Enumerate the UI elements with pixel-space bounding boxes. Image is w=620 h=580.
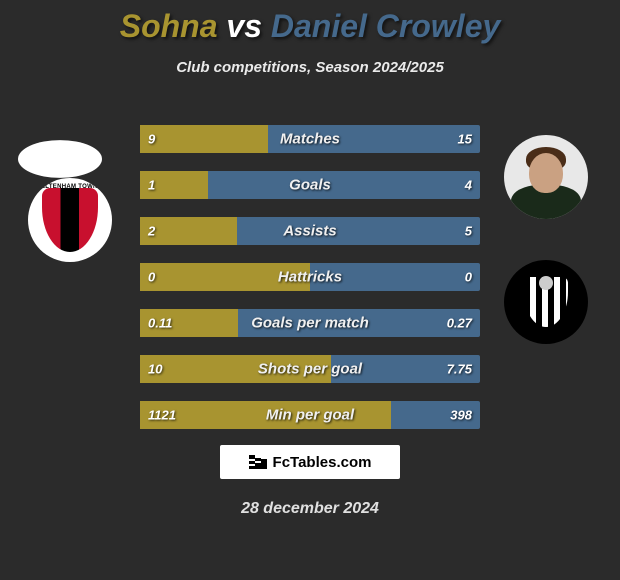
stats-chart: 915Matches 14Goals 25Assists 00Hattricks 0.1… <box>140 125 480 447</box>
stat-label: Goals <box>140 177 480 194</box>
stat-label: Assists <box>140 223 480 240</box>
stat-row: 1121398Min per goal <box>140 401 480 429</box>
vs-text: vs <box>226 8 262 44</box>
stat-row: 25Assists <box>140 217 480 245</box>
stat-row: 00Hattricks <box>140 263 480 291</box>
date-text: 28 december 2024 <box>0 500 620 518</box>
stat-label: Min per goal <box>140 407 480 424</box>
player2-name: Daniel Crowley <box>271 8 500 44</box>
stat-label: Hattricks <box>140 269 480 286</box>
player1-name: Sohna <box>120 8 218 44</box>
stat-row: 107.75Shots per goal <box>140 355 480 383</box>
comparison-title: Sohna vs Daniel Crowley <box>0 0 620 45</box>
player2-avatar <box>504 135 588 219</box>
player2-club-crest <box>504 260 588 344</box>
brand-text: FcTables.com <box>273 454 372 471</box>
subtitle: Club competitions, Season 2024/2025 <box>0 59 620 76</box>
player1-club-crest: CHELTENHAM TOWN FC <box>28 178 112 262</box>
stat-row: 915Matches <box>140 125 480 153</box>
stat-label: Matches <box>140 131 480 148</box>
stat-row: 0.110.27Goals per match <box>140 309 480 337</box>
stat-label: Shots per goal <box>140 361 480 378</box>
stat-label: Goals per match <box>140 315 480 332</box>
brand-badge: FcTables.com <box>220 445 400 479</box>
player1-avatar <box>18 140 102 178</box>
barchart-icon <box>249 455 267 469</box>
stat-row: 14Goals <box>140 171 480 199</box>
